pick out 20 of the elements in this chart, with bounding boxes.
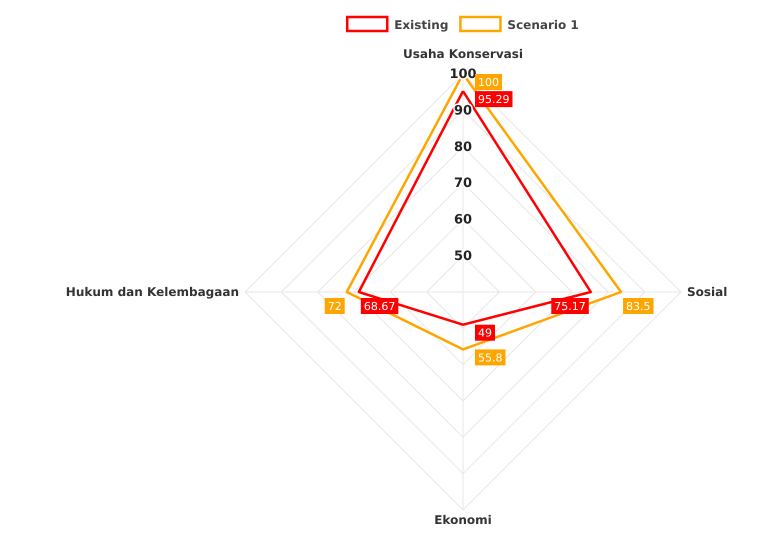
y-tick-label: 90 [454, 103, 472, 118]
spoke-label: Ekonomi [434, 513, 492, 527]
legend-label: Scenario 1 [507, 18, 579, 32]
legend-label: Existing [394, 18, 448, 32]
data-label: 49 [478, 326, 492, 340]
spoke-label: Usaha Konservasi [402, 47, 524, 61]
data-label: 75.17 [554, 300, 586, 313]
y-tick-label: 70 [454, 176, 472, 192]
data-label: 95.29 [478, 93, 510, 106]
data-label: 100 [478, 76, 499, 89]
spoke-label: Hukum dan Kelembagaan [66, 285, 239, 299]
y-tick-label: 60 [454, 212, 472, 228]
y-tick-label: 50 [454, 248, 472, 264]
data-label: 83.5 [626, 300, 651, 313]
y-tick-label: 100 [449, 67, 477, 82]
data-label: 55.8 [478, 351, 502, 364]
data-label: 68.67 [364, 300, 396, 313]
data-label: 72 [328, 300, 342, 313]
y-tick-label: 80 [454, 140, 472, 155]
spoke-label: Sosial [687, 285, 728, 299]
